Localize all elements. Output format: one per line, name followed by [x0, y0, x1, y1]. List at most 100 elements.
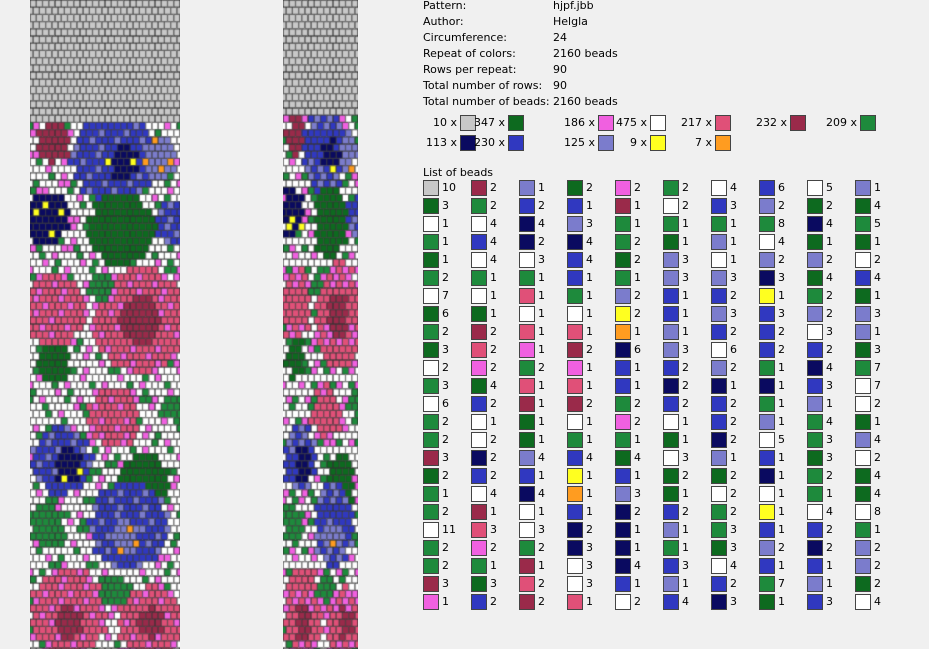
pattern-grid[interactable]	[30, 0, 180, 649]
bead-count: 1	[634, 469, 641, 482]
color-swatch	[471, 360, 487, 376]
bead-list-item: 3	[711, 540, 737, 558]
color-swatch	[519, 342, 535, 358]
legend-item[interactable]: 230 x	[471, 134, 524, 152]
legend-item[interactable]: 209 x	[823, 114, 876, 132]
bead-count: 4	[874, 271, 881, 284]
color-swatch	[807, 468, 823, 484]
bead-list-item: 2	[567, 396, 593, 414]
bead-count: 1	[586, 379, 593, 392]
bead-count: 4	[874, 595, 881, 608]
color-swatch	[423, 234, 439, 250]
legend-item[interactable]: 232 x	[753, 114, 806, 132]
bead-list-item: 1	[567, 288, 593, 306]
color-swatch[interactable]	[508, 115, 524, 131]
color-swatch	[567, 594, 583, 610]
bead-count: 1	[586, 433, 593, 446]
color-swatch[interactable]	[715, 115, 731, 131]
legend-item[interactable]: 347 x	[471, 114, 524, 132]
color-swatch	[567, 342, 583, 358]
color-swatch[interactable]	[715, 135, 731, 151]
color-swatch[interactable]	[598, 135, 614, 151]
color-swatch	[759, 270, 775, 286]
color-swatch[interactable]	[650, 115, 666, 131]
legend-item[interactable]: 7 x	[678, 134, 731, 152]
color-swatch[interactable]	[460, 115, 476, 131]
color-swatch	[855, 360, 871, 376]
legend-item[interactable]: 10 x	[423, 114, 476, 132]
legend-item[interactable]: 9 x	[613, 134, 666, 152]
color-swatch	[711, 360, 727, 376]
legend-item[interactable]: 113 x	[423, 134, 476, 152]
color-swatch	[471, 486, 487, 502]
bead-count: 1	[730, 379, 737, 392]
color-swatch	[471, 396, 487, 412]
color-swatch	[759, 450, 775, 466]
bead-list-item: 2	[807, 468, 833, 486]
bead-count: 4	[538, 487, 545, 500]
bead-list-item: 2	[471, 468, 497, 486]
bead-list-item: 2	[567, 180, 593, 198]
bead-list-item: 1	[471, 504, 497, 522]
color-swatch	[615, 324, 631, 340]
legend-item[interactable]: 475 x	[613, 114, 666, 132]
bead-list-item: 1	[663, 306, 689, 324]
bead-count: 3	[826, 433, 833, 446]
bead-count: 1	[634, 577, 641, 590]
bead-count: 2	[538, 595, 545, 608]
bead-count: 2	[826, 253, 833, 266]
bead-count: 2	[442, 271, 449, 284]
bead-count: 1	[730, 451, 737, 464]
color-swatch	[663, 288, 679, 304]
color-swatch	[615, 594, 631, 610]
bead-list-item: 1	[519, 558, 545, 576]
bead-list-item: 4	[807, 504, 833, 522]
color-swatch	[519, 270, 535, 286]
color-swatch	[567, 216, 583, 232]
legend-count: 125 x	[563, 136, 595, 149]
legend-count: 186 x	[563, 116, 595, 129]
bead-list-item: 1	[423, 486, 449, 504]
color-swatch[interactable]	[860, 115, 876, 131]
color-swatch	[807, 216, 823, 232]
bead-list-item: 1	[519, 180, 545, 198]
bead-count: 3	[586, 217, 593, 230]
color-swatch[interactable]	[598, 115, 614, 131]
bead-count: 2	[778, 541, 785, 554]
legend-item[interactable]: 217 x	[678, 114, 731, 132]
legend-count: 9 x	[629, 136, 647, 149]
bead-list-item: 1	[567, 198, 593, 216]
legend-item[interactable]: 125 x	[561, 134, 614, 152]
bead-count: 2	[730, 361, 737, 374]
color-swatch	[855, 486, 871, 502]
color-swatch	[519, 180, 535, 196]
color-swatch[interactable]	[460, 135, 476, 151]
bead-list-item: 3	[423, 378, 449, 396]
color-swatch	[471, 324, 487, 340]
legend-item[interactable]: 186 x	[561, 114, 614, 132]
color-swatch[interactable]	[508, 135, 524, 151]
color-swatch	[807, 414, 823, 430]
bead-list-item: 1	[711, 450, 737, 468]
bead-count: 2	[730, 433, 737, 446]
color-swatch	[423, 414, 439, 430]
color-swatch[interactable]	[790, 115, 806, 131]
bead-list-item: 2	[711, 288, 737, 306]
bead-list-item: 1	[615, 198, 641, 216]
color-swatch	[471, 558, 487, 574]
bead-list-item: 7	[423, 288, 449, 306]
bead-count: 2	[442, 361, 449, 374]
bead-list-item: 2	[519, 540, 545, 558]
bead-count: 1	[442, 217, 449, 230]
color-swatch	[711, 306, 727, 322]
color-swatch	[711, 594, 727, 610]
bead-count: 1	[538, 505, 545, 518]
bead-list-item: 1	[663, 432, 689, 450]
color-swatch	[663, 342, 679, 358]
color-swatch	[807, 234, 823, 250]
bead-list-item: 2	[567, 342, 593, 360]
color-swatch	[615, 486, 631, 502]
color-swatch[interactable]	[650, 135, 666, 151]
color-swatch	[759, 486, 775, 502]
color-swatch	[471, 450, 487, 466]
